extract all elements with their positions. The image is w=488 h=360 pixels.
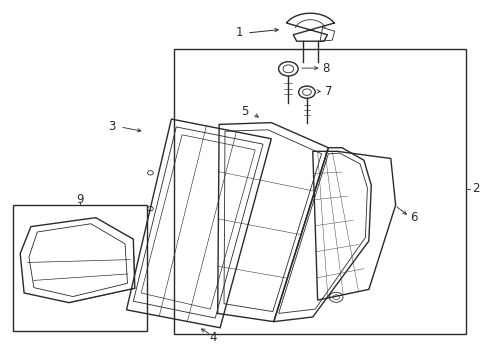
Text: 7: 7	[325, 85, 332, 98]
Text: 6: 6	[409, 211, 417, 224]
Text: 9: 9	[76, 193, 83, 206]
Text: 8: 8	[322, 62, 329, 75]
Text: 2: 2	[471, 183, 479, 195]
Text: 4: 4	[209, 330, 216, 343]
Text: 1: 1	[235, 27, 243, 40]
Text: 5: 5	[240, 105, 248, 118]
Text: 3: 3	[108, 120, 115, 133]
